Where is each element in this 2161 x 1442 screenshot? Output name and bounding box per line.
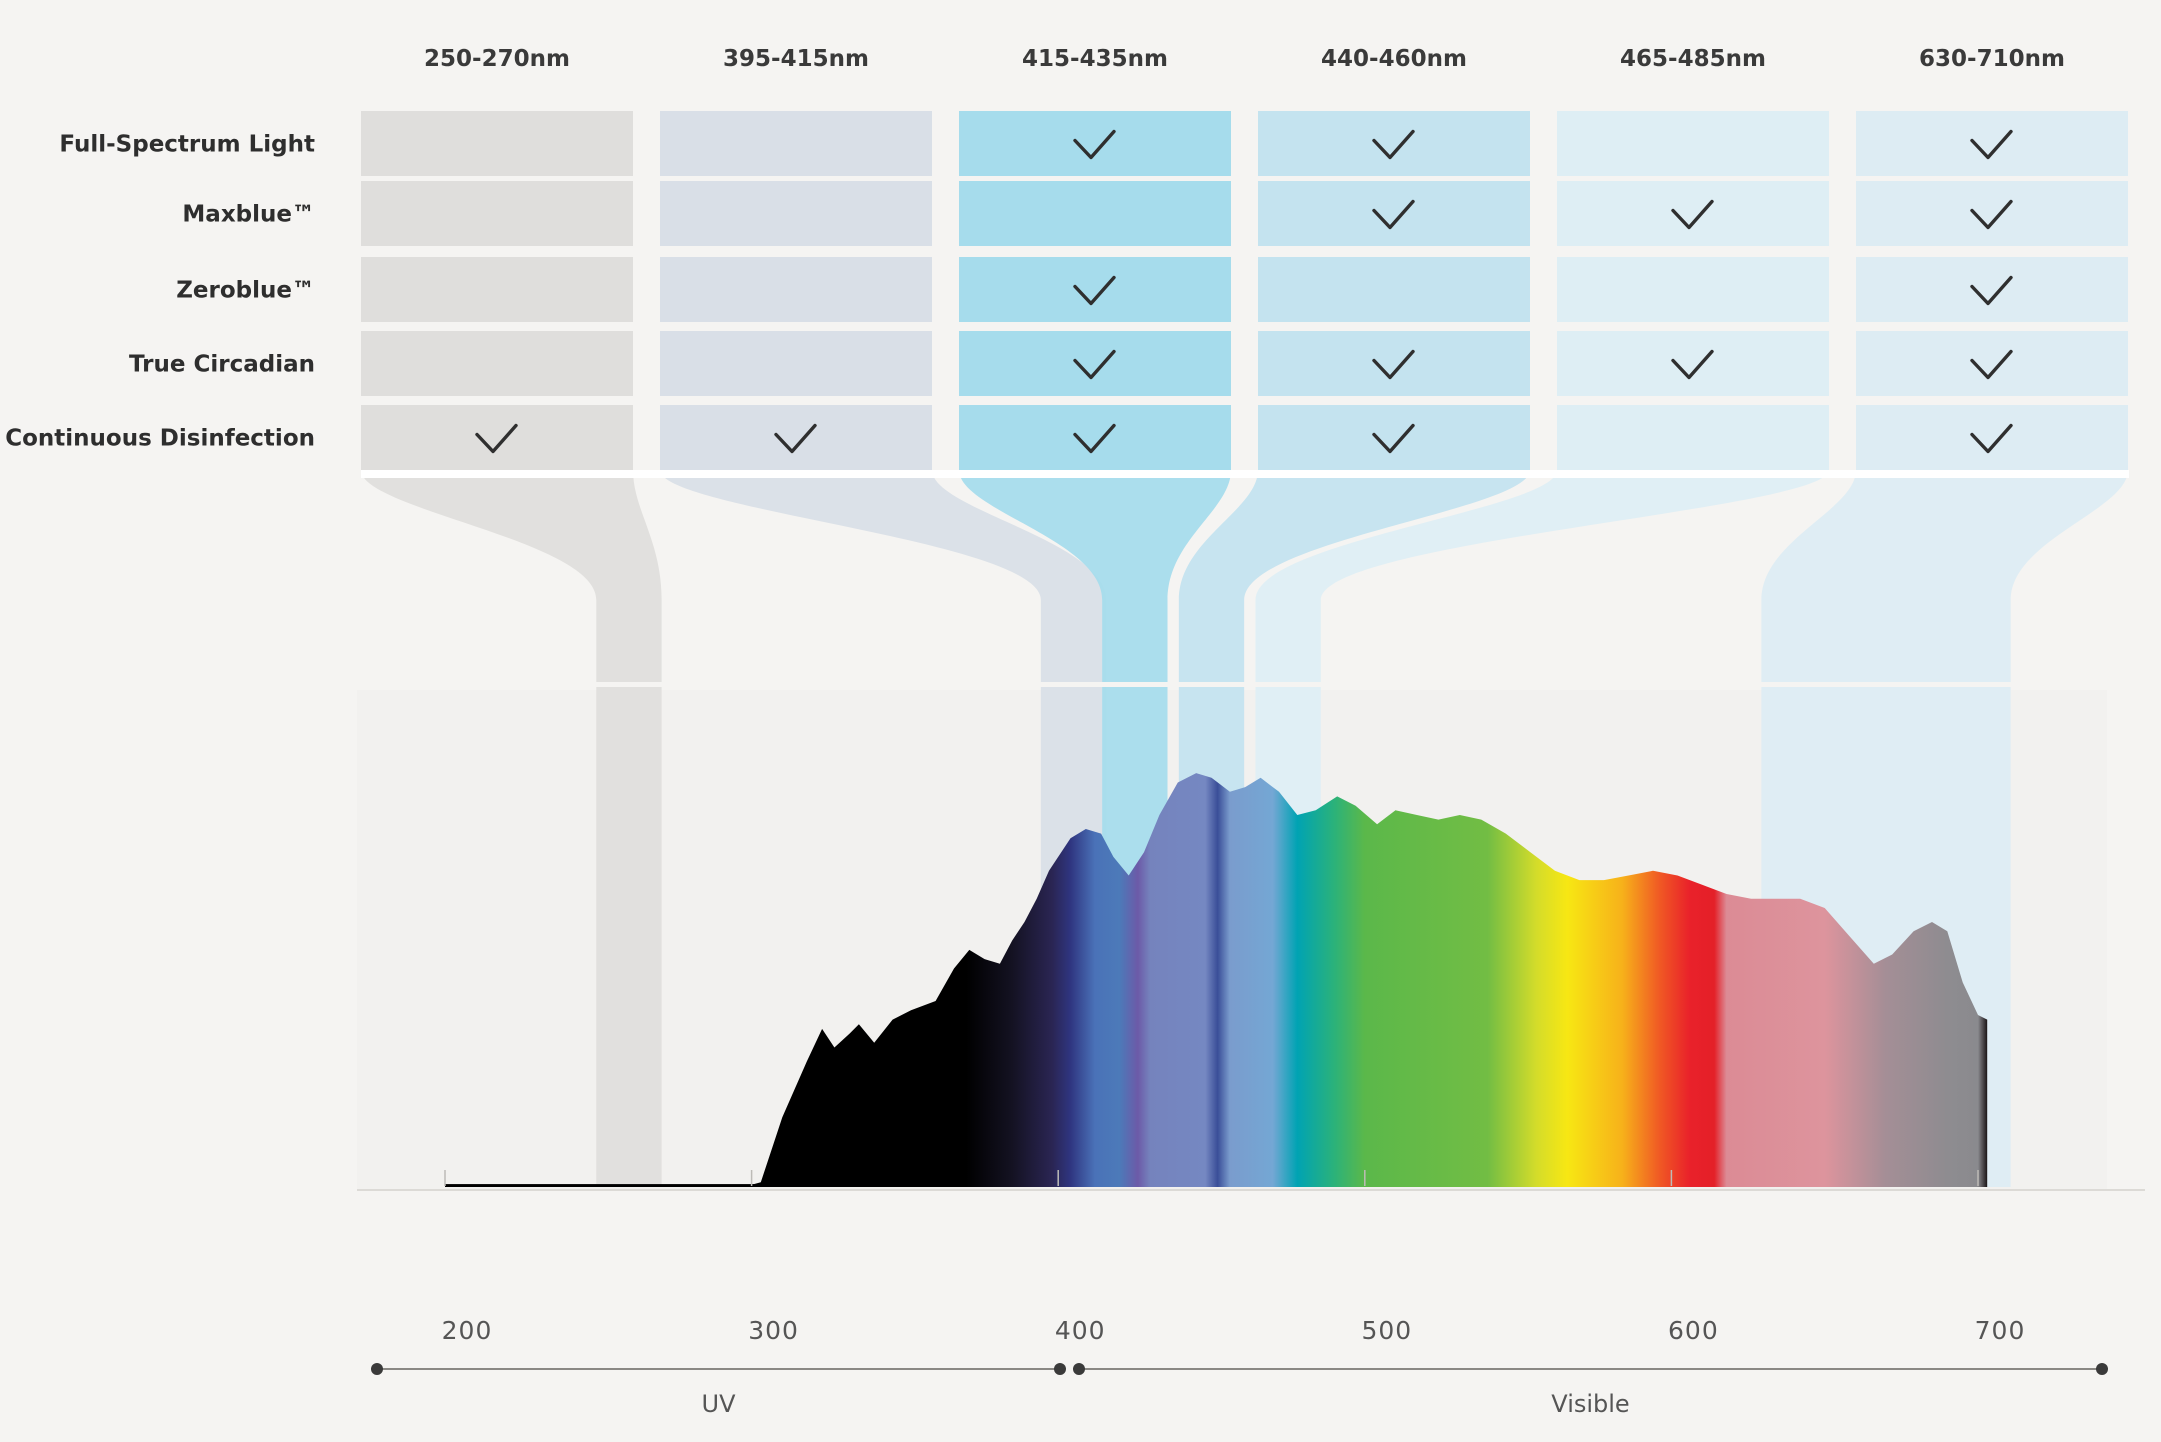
cell-395-415nm-row-4 [660,331,932,396]
region-start-dot-UV [371,1363,383,1375]
x-tick-label-500: 500 [1361,1316,1412,1345]
cell-630-710nm-row-1 [1856,111,2128,176]
cell-415-435nm-row-4 [959,331,1231,396]
cell-440-460nm-row-4 [1258,331,1530,396]
check-icon-Continuous Disinfection-250-270nm [475,423,518,454]
cell-395-415nm-row-2 [660,181,932,246]
check-icon-Continuous Disinfection-395-415nm [774,423,817,454]
cell-415-435nm-row-2 [959,181,1231,246]
cell-630-710nm-row-5 [1856,405,2128,470]
table-cells [361,111,2128,470]
region-label-UV: UV [702,1390,737,1418]
column-label-465-485nm: 465-485nm [1620,46,1766,72]
check-icon-True Circadian-415-435nm [1073,349,1116,380]
check-icon-True Circadian-440-460nm [1372,349,1415,380]
row-label-Zeroblue™: Zeroblue™ [176,278,315,304]
cell-630-710nm-row-3 [1856,257,2128,322]
cell-415-435nm-row-1 [959,111,1231,176]
check-icon-Continuous Disinfection-630-710nm [1970,423,2013,454]
row-label-Full-Spectrum Light: Full-Spectrum Light [59,132,315,158]
band-funnel-250-270nm [361,470,662,1184]
cell-250-270nm-row-3 [361,257,633,322]
x-tick-label-600: 600 [1668,1316,1719,1345]
cell-440-460nm-row-2 [1258,181,1530,246]
check-icon-Zeroblue™-630-710nm [1970,275,2013,306]
check-icon-True Circadian-465-485nm [1671,349,1714,380]
region-end-dot-UV [1054,1363,1066,1375]
check-icon-Maxblue™-630-710nm [1970,199,2013,230]
cell-250-270nm-row-4 [361,331,633,396]
plot-top-rule [580,682,2110,687]
check-icon-Full-Spectrum Light-440-460nm [1372,129,1415,160]
cell-465-485nm-row-5 [1557,405,1829,470]
column-label-395-415nm: 395-415nm [723,46,869,72]
row-label-Continuous Disinfection: Continuous Disinfection [5,426,315,452]
check-icon-Continuous Disinfection-415-435nm [1073,423,1116,454]
column-label-415-435nm: 415-435nm [1022,46,1168,72]
check-marks [475,129,2013,454]
cell-250-270nm-row-2 [361,181,633,246]
cell-250-270nm-row-5 [361,405,633,470]
x-tick-label-700: 700 [1975,1316,2026,1345]
row-label-True Circadian: True Circadian [129,352,315,378]
cell-395-415nm-row-1 [660,111,932,176]
region-label-Visible: Visible [1551,1390,1629,1418]
x-tick-label-300: 300 [748,1316,799,1345]
cell-465-485nm-row-2 [1557,181,1829,246]
cell-465-485nm-row-4 [1557,331,1829,396]
x-tick-label-200: 200 [442,1316,493,1345]
check-icon-Continuous Disinfection-440-460nm [1372,423,1415,454]
labels: 250-270nm 395-415nm 415-435nm 440-460nm 465-… [5,46,2065,452]
column-label-440-460nm: 440-460nm [1321,46,1467,72]
column-label-630-710nm: 630-710nm [1919,46,2065,72]
cell-630-710nm-row-4 [1856,331,2128,396]
check-icon-Full-Spectrum Light-415-435nm [1073,129,1116,160]
cell-395-415nm-row-3 [660,257,932,322]
region-start-dot-Visible [1073,1363,1085,1375]
cell-440-460nm-row-3 [1258,257,1530,322]
region-end-dot-Visible [2096,1363,2108,1375]
check-icon-Maxblue™-440-460nm [1372,199,1415,230]
cell-465-485nm-row-1 [1557,111,1829,176]
column-label-250-270nm: 250-270nm [424,46,570,72]
check-icon-Maxblue™-465-485nm [1671,199,1714,230]
check-icon-Full-Spectrum Light-630-710nm [1970,129,2013,160]
x-tick-label-400: 400 [1055,1316,1106,1345]
cell-415-435nm-row-3 [959,257,1231,322]
x-axis: 200 300 400 500 600 700 UV Visible [371,1170,2108,1418]
cell-440-460nm-row-1 [1258,111,1530,176]
check-icon-Zeroblue™-415-435nm [1073,275,1116,306]
cell-250-270nm-row-1 [361,111,633,176]
cell-440-460nm-row-5 [1258,405,1530,470]
cell-630-710nm-row-2 [1856,181,2128,246]
cell-395-415nm-row-5 [660,405,932,470]
check-icon-True Circadian-630-710nm [1970,349,2013,380]
table-bottom-rule [361,470,2129,478]
cell-465-485nm-row-3 [1557,257,1829,322]
row-label-Maxblue™: Maxblue™ [182,202,315,228]
cell-415-435nm-row-5 [959,405,1231,470]
